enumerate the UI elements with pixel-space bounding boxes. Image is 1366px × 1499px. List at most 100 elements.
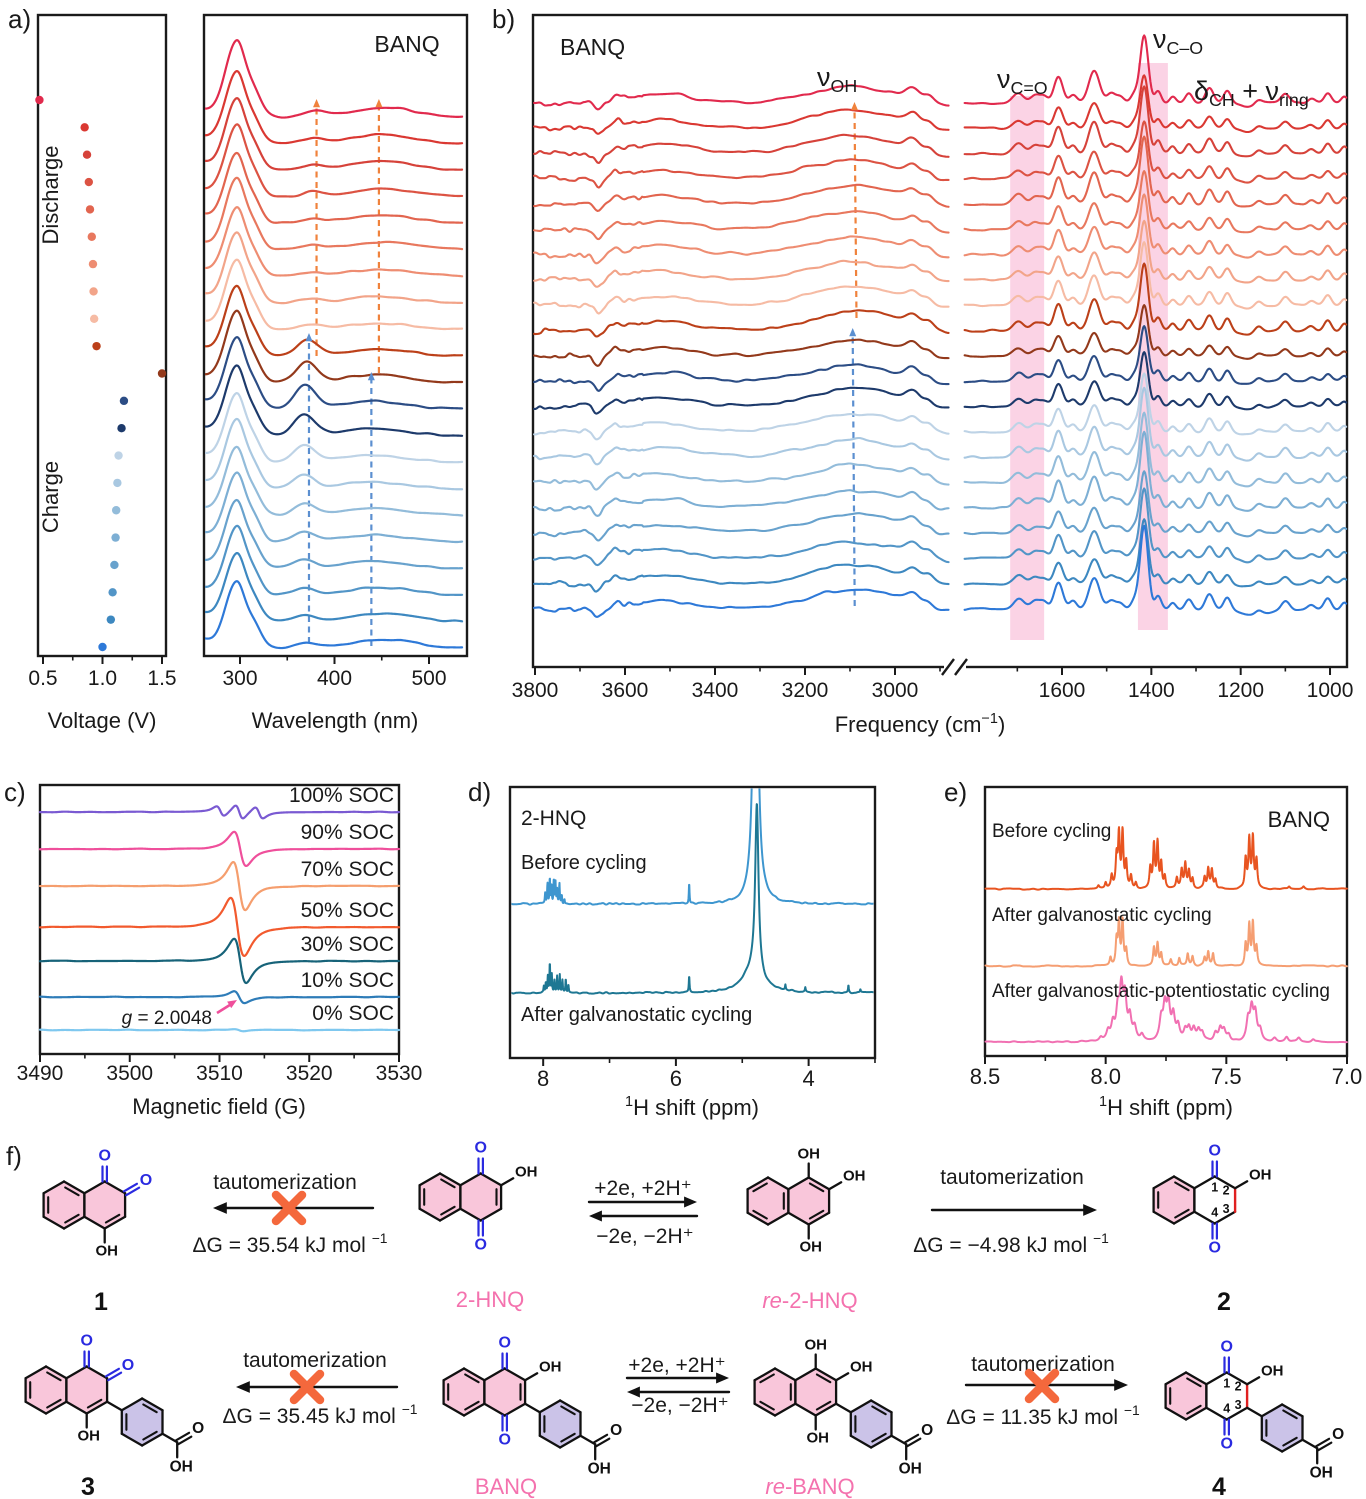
a-scatter-tick-label: 1.5 [147,667,176,690]
b-tick-label: 3400 [692,679,739,702]
b-ftir-curve-left [533,210,950,241]
d-before-cycling-label: Before cycling [521,852,647,874]
a-uv-curve [205,392,464,464]
a-scatter-point [106,615,116,624]
b-ftir-curve-left [533,563,950,593]
d-nmr-curve [511,803,874,995]
b-ftir-curve-right [963,411,1348,488]
f-redox-plus-label: +2e, +2H⁺ [628,1354,725,1377]
a-scatter-xlabel: Voltage (V) [48,708,157,733]
a-uv-curve [205,176,464,251]
f-quinone-ring [484,1368,526,1416]
a-uv-curve [205,417,464,491]
b-title: BANQ [560,34,625,60]
f-molecule-label-banq: BANQ [475,1474,537,1499]
b-ftir-curve-right [963,135,1348,208]
e-before-cycling-label: Before cycling [992,821,1111,842]
d-tick-label: 4 [802,1066,814,1091]
b-ftir-curve-right [963,351,1348,411]
c-soc-label: 0% SOC [312,1002,394,1025]
b-delta-ch-annotation: δCH + νring [1194,76,1309,110]
b-ftir-curve-right [963,518,1348,588]
b-ftir-curve-right [963,34,1348,108]
f-tautomerization-label: tautomerization [971,1353,1115,1376]
f-cooh-oxygen-label: O [610,1422,622,1439]
b-ftir-curve-right [963,193,1348,259]
f-molecule-cmpd1: O O OH 1 [42,1148,152,1316]
f-redox-minus-label: −2e, −2H⁺ [596,1225,693,1248]
a-uv-curve [205,524,464,596]
f-hydroxyl-label: OH [515,1163,538,1180]
f-ring-number: 4 [1211,1206,1218,1220]
f-oxygen-label: O [474,1237,486,1254]
f-oxygen-label: O [498,1335,510,1352]
f-tautomerization-label: tautomerization [243,1349,387,1372]
a-scatter-point [89,287,98,296]
f-hydroxyl-label: OH [804,1337,827,1354]
e-tick-label: 8.0 [1090,1064,1121,1089]
a-uv-curve [205,498,464,570]
a-scatter-point [82,150,92,159]
f-ring-number: 4 [1223,1402,1230,1416]
d-after-cycling-label: After galvanostatic cycling [521,1004,752,1026]
a-uv-curve [205,364,464,437]
panel-c-letter: c) [4,777,26,807]
f-reaction-redox1: +2e, +2H⁺ −2e, −2H⁺ [587,1177,699,1248]
b-xlabel: Frequency (cm−1) [835,711,1006,737]
c-tick-label: 3490 [17,1062,64,1085]
f-oxygen-label: O [1208,1240,1220,1257]
panel-a-voltage-scatter: 0.5 1.0 1.5 Voltage (V) Discharge Charge [28,13,177,733]
a-uv-xlabel: Wavelength (nm) [252,708,419,733]
a-uv-curve [205,258,464,331]
f-cooh-hydroxyl-label: OH [899,1460,922,1477]
e-nmr-curve [984,916,1348,968]
panel-d-letter: d) [468,777,491,807]
f-molecule-label-cmpd4: 4 [1212,1473,1226,1499]
b-ftir-curve-right [963,524,1348,616]
c-epr-curve [38,1028,401,1033]
f-molecule-label-cmpd1: 1 [94,1288,108,1316]
a-scatter-tick-label: 1.0 [88,667,117,690]
b-nu-c-double-o-annotation: νC=O [997,64,1048,98]
a-uv-curve [205,336,464,410]
a-uv-curve [205,580,464,650]
d-tick-label: 8 [537,1066,549,1091]
f-cooh-hydroxyl-label: OH [1310,1464,1333,1481]
b-ftir-curve-left [533,540,950,567]
f-ring-number: 3 [1235,1398,1242,1412]
f-ring-number: 3 [1223,1202,1230,1216]
b-nu-oh-annotation: νOH [817,62,857,96]
a-scatter-point [111,506,121,515]
c-epr-curve [38,990,401,1005]
b-ftir-curve-left [533,462,950,491]
d-xlabel: 1H shift (ppm) [625,1094,759,1120]
panel-b-ftir-spectra: 3800 3600 3400 3200 3000 1600 1400 1200 1000 BAN… [512,13,1353,737]
a-scatter-point [92,341,101,351]
a-scatter-point [84,177,94,187]
f-hydroxyl-label: OH [539,1358,562,1375]
c-soc-label: 10% SOC [301,969,394,992]
a-scatter-point [87,232,96,241]
a-scatter-point [85,205,95,214]
d-tick-label: 6 [670,1066,682,1091]
a-scatter-point [117,424,126,433]
f-hydroxyl-label: OH [1261,1362,1284,1379]
a-uv-curve [205,39,464,119]
f-molecule-rebanq: OH OH OH O OH re-BANQ [753,1337,933,1499]
panel-e-nmr-banq: 8.5 8.0 7.5 7.0 BANQ Before cycling After g… [970,785,1363,1120]
b-ftir-curve-right [963,262,1348,336]
f-reaction-redox2: +2e, +2H⁺ −2e, −2H⁺ [625,1354,731,1417]
f-reaction-taut2: tautomerization ΔG = −4.98 kJ mol −1 [913,1166,1109,1257]
f-molecule-cmpd3: O O OH O OH 3 [24,1333,204,1499]
e-after-galv-pot-label: After galvanostatic-potentiostatic cycli… [992,981,1330,1002]
b-ftir-curve-right [963,487,1348,564]
e-tick-label: 7.0 [1332,1064,1363,1089]
a-uv-curve [205,309,464,384]
f-molecule-2hnq: O OH O 2-HNQ [418,1140,538,1312]
b-ftir-curve-left [533,158,950,189]
c-g-value-annotation: g = 2.0048 [122,1008,212,1029]
f-cooh-oxygen-label: O [192,1420,204,1437]
f-ring-number: 1 [1223,1377,1230,1391]
a-uv-curve [205,284,464,357]
